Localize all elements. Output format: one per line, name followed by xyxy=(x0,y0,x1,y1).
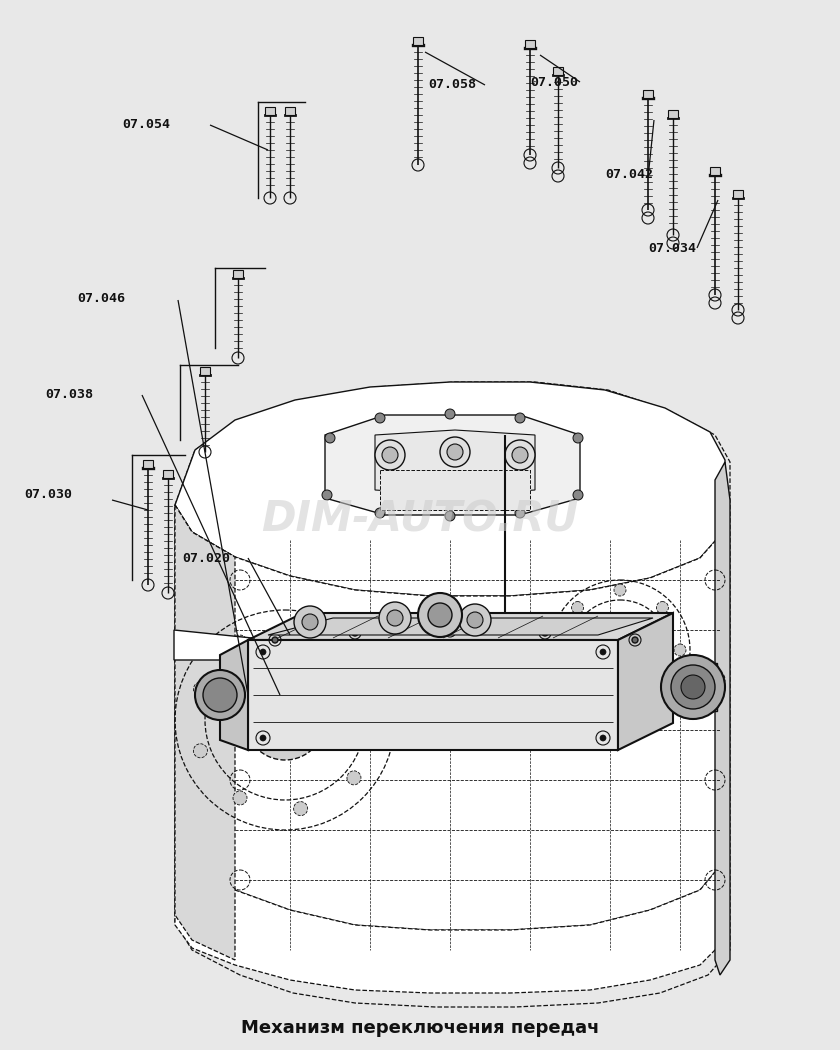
Circle shape xyxy=(674,644,686,656)
Text: 07.030: 07.030 xyxy=(24,488,72,502)
Circle shape xyxy=(193,682,207,696)
Polygon shape xyxy=(375,430,535,495)
Text: DIM-AUTO.RU: DIM-AUTO.RU xyxy=(261,499,579,541)
Circle shape xyxy=(233,791,247,805)
Circle shape xyxy=(272,637,278,643)
Circle shape xyxy=(467,612,483,628)
Polygon shape xyxy=(175,840,725,993)
Circle shape xyxy=(382,447,398,463)
Polygon shape xyxy=(174,630,252,660)
Circle shape xyxy=(447,444,463,460)
Polygon shape xyxy=(175,382,725,596)
Polygon shape xyxy=(175,505,725,930)
Circle shape xyxy=(571,687,584,698)
Circle shape xyxy=(265,700,305,740)
Circle shape xyxy=(193,743,207,758)
Circle shape xyxy=(592,622,648,678)
Polygon shape xyxy=(233,270,243,278)
Circle shape xyxy=(294,801,307,816)
Polygon shape xyxy=(715,462,730,975)
Polygon shape xyxy=(733,190,743,198)
Circle shape xyxy=(614,584,626,596)
Circle shape xyxy=(325,433,335,443)
Circle shape xyxy=(600,649,606,655)
Circle shape xyxy=(428,603,452,627)
Polygon shape xyxy=(525,40,535,48)
Circle shape xyxy=(294,606,326,638)
Circle shape xyxy=(632,637,638,643)
Circle shape xyxy=(600,735,606,741)
Circle shape xyxy=(203,678,237,712)
Circle shape xyxy=(375,440,405,470)
Polygon shape xyxy=(163,470,173,478)
Circle shape xyxy=(445,410,455,419)
Polygon shape xyxy=(553,67,563,75)
Circle shape xyxy=(375,508,385,518)
Polygon shape xyxy=(618,613,673,750)
Circle shape xyxy=(656,687,669,698)
Circle shape xyxy=(260,735,266,741)
Circle shape xyxy=(614,704,626,716)
Polygon shape xyxy=(325,415,580,514)
Circle shape xyxy=(515,413,525,423)
Text: 07.038: 07.038 xyxy=(45,388,93,401)
Circle shape xyxy=(459,604,491,636)
Circle shape xyxy=(294,625,307,638)
Polygon shape xyxy=(268,618,653,635)
Polygon shape xyxy=(668,110,678,118)
Polygon shape xyxy=(175,505,235,960)
Text: 07.020: 07.020 xyxy=(182,551,230,565)
Polygon shape xyxy=(200,368,210,375)
Text: 07.050: 07.050 xyxy=(530,76,578,88)
Polygon shape xyxy=(673,663,717,711)
Circle shape xyxy=(387,610,403,626)
Circle shape xyxy=(418,593,462,637)
Circle shape xyxy=(233,635,247,649)
Circle shape xyxy=(671,665,715,709)
Circle shape xyxy=(375,413,385,423)
Circle shape xyxy=(571,602,584,613)
Polygon shape xyxy=(252,620,672,660)
Polygon shape xyxy=(248,640,618,750)
Circle shape xyxy=(245,680,325,760)
Polygon shape xyxy=(143,460,153,468)
Circle shape xyxy=(447,628,453,634)
Circle shape xyxy=(302,614,318,630)
Text: 07.042: 07.042 xyxy=(605,168,653,182)
Circle shape xyxy=(661,655,725,719)
Circle shape xyxy=(573,490,583,500)
Circle shape xyxy=(512,447,528,463)
Circle shape xyxy=(554,644,566,656)
Polygon shape xyxy=(248,613,673,640)
Circle shape xyxy=(445,511,455,521)
Circle shape xyxy=(440,437,470,467)
Circle shape xyxy=(352,630,358,636)
Circle shape xyxy=(515,508,525,518)
Text: Механизм переключения передач: Механизм переключения передач xyxy=(241,1018,599,1037)
Circle shape xyxy=(573,433,583,443)
Circle shape xyxy=(195,670,245,720)
Text: 07.046: 07.046 xyxy=(77,292,125,304)
Text: 07.034: 07.034 xyxy=(648,242,696,254)
Polygon shape xyxy=(380,470,530,510)
Circle shape xyxy=(347,771,361,784)
Circle shape xyxy=(368,713,382,727)
Polygon shape xyxy=(413,37,423,45)
Circle shape xyxy=(347,655,361,669)
Circle shape xyxy=(656,602,669,613)
Polygon shape xyxy=(285,107,295,116)
Circle shape xyxy=(542,630,548,636)
Text: 07.058: 07.058 xyxy=(428,78,476,90)
Circle shape xyxy=(505,440,535,470)
Polygon shape xyxy=(220,640,248,750)
Polygon shape xyxy=(643,90,653,98)
Polygon shape xyxy=(710,167,720,175)
Polygon shape xyxy=(265,107,275,116)
Text: 07.054: 07.054 xyxy=(122,119,170,131)
Circle shape xyxy=(379,602,411,634)
Circle shape xyxy=(681,675,705,699)
Circle shape xyxy=(260,649,266,655)
Circle shape xyxy=(322,490,332,500)
